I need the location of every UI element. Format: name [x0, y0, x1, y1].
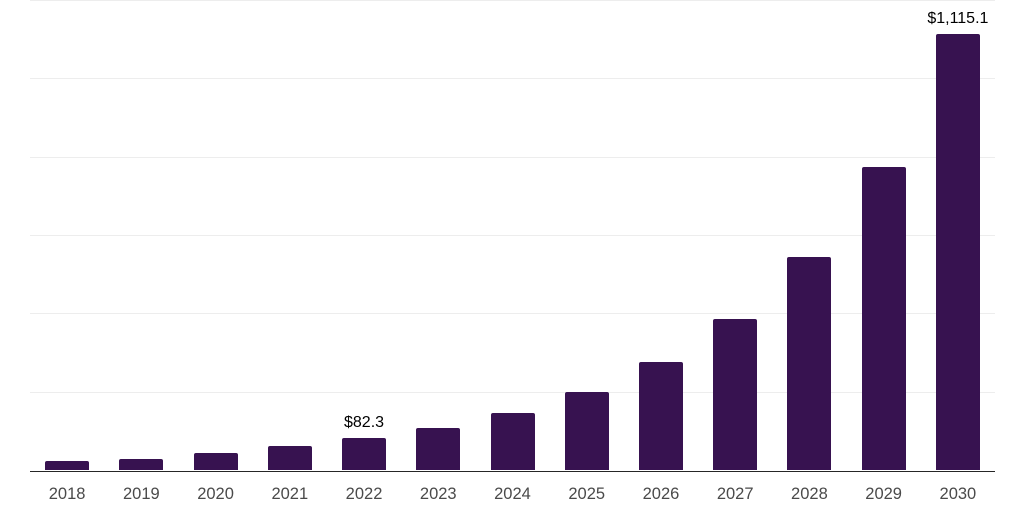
- bar-2026[interactable]: [638, 361, 683, 471]
- x-tick-2027: 2027: [716, 485, 754, 503]
- x-tick-2025: 2025: [568, 485, 606, 503]
- data-label-2022: $82.3: [344, 414, 385, 432]
- x-tick-2026: 2026: [642, 485, 680, 503]
- bar-2021[interactable]: [267, 446, 312, 471]
- x-tick-2019: 2019: [122, 485, 160, 503]
- gridline-200: [30, 391, 995, 393]
- bar-2027[interactable]: [713, 318, 758, 471]
- x-axis-line: [30, 470, 995, 473]
- x-tick-2024: 2024: [494, 485, 531, 503]
- bar-2023[interactable]: [416, 427, 461, 471]
- bar-2029[interactable]: [861, 166, 906, 471]
- bar-2020[interactable]: [193, 452, 238, 471]
- bar-2018[interactable]: [45, 460, 90, 471]
- gridline-400: [30, 313, 995, 315]
- x-tick-2023: 2023: [419, 485, 457, 503]
- bar-2019[interactable]: [119, 458, 164, 471]
- bar-2024[interactable]: [490, 412, 535, 471]
- x-tick-2028: 2028: [791, 485, 828, 503]
- bar-2025[interactable]: [564, 392, 609, 471]
- bar-2030[interactable]: [935, 33, 980, 471]
- gridline-600: [30, 235, 995, 236]
- x-tick-2030: 2030: [939, 485, 977, 503]
- bar-2028[interactable]: [787, 257, 832, 471]
- x-tick-2020: 2020: [197, 485, 234, 503]
- bar-2022[interactable]: [342, 438, 387, 471]
- x-tick-2021: 2021: [271, 485, 309, 503]
- x-tick-2022: 2022: [345, 485, 383, 503]
- x-tick-2018: 2018: [48, 485, 86, 503]
- gridline-1000: [30, 78, 995, 80]
- data-label-2030: $1,115.1: [927, 9, 989, 27]
- gridline-1200: [30, 0, 995, 1]
- x-tick-2029: 2029: [865, 485, 902, 503]
- gridline-800: [30, 156, 995, 158]
